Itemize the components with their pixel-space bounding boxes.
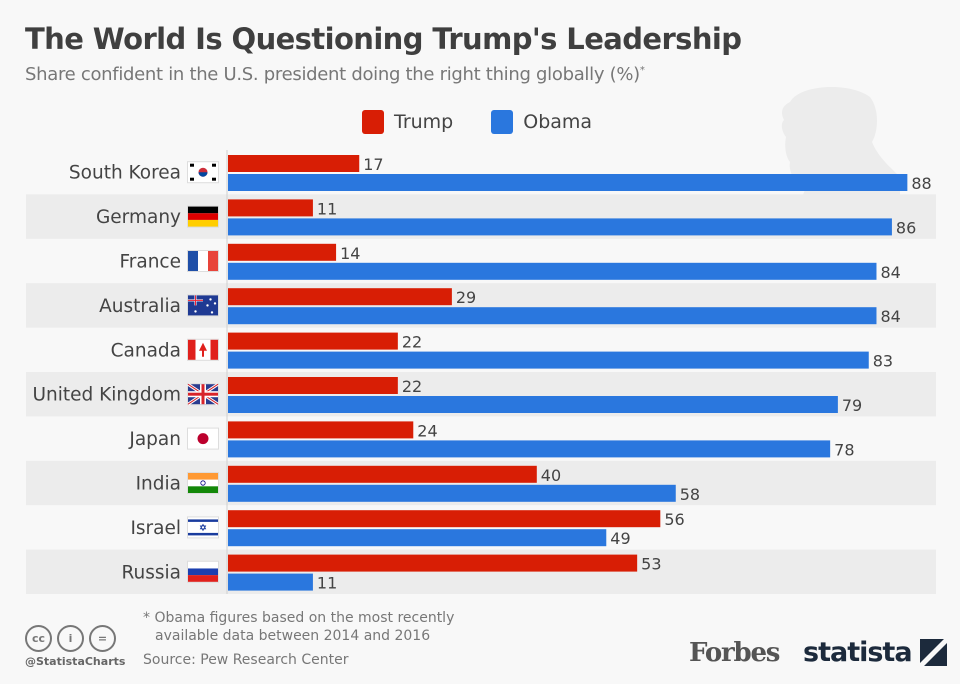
flag-canada-icon xyxy=(187,338,219,361)
forbes-logo[interactable]: Forbes xyxy=(689,638,780,668)
footnote: * Obama figures based on the most recent… xyxy=(143,609,454,645)
data-label-obama-germany: 86 xyxy=(896,218,916,237)
bar-obama-france[interactable] xyxy=(228,262,877,280)
flag-japan-icon xyxy=(187,427,219,450)
legend: Trump Obama xyxy=(362,110,592,134)
flag-russia-icon xyxy=(187,560,219,583)
legend-item-trump[interactable]: Trump xyxy=(362,110,453,134)
flag-united-kingdom-icon xyxy=(187,382,219,406)
bar-obama-india[interactable] xyxy=(228,484,676,502)
license-icons: cc i = xyxy=(25,625,116,652)
footnote-line-1: * Obama figures based on the most recent… xyxy=(143,610,455,626)
data-label-trump-canada: 22 xyxy=(402,333,422,352)
data-label-trump-israel: 56 xyxy=(664,510,684,529)
flag-australia-icon xyxy=(187,294,219,317)
data-label-trump-japan: 24 xyxy=(417,421,437,440)
no-derivatives-icon[interactable]: = xyxy=(89,625,116,652)
data-label-obama-united-kingdom: 79 xyxy=(842,396,862,415)
data-label-obama-russia: 11 xyxy=(317,574,337,593)
bar-obama-russia[interactable] xyxy=(228,573,313,591)
subtitle-text: Share confident in the U.S. president do… xyxy=(25,64,640,85)
statista-wordmark: statista xyxy=(803,637,913,668)
chart-subtitle: Share confident in the U.S. president do… xyxy=(25,64,645,85)
subtitle-footnote-marker: * xyxy=(639,65,645,76)
category-label-canada: Canada xyxy=(111,340,181,361)
bar-obama-australia[interactable] xyxy=(228,307,877,325)
bar-trump-germany[interactable] xyxy=(228,199,313,217)
bar-obama-germany[interactable] xyxy=(228,218,892,236)
statista-mark-icon xyxy=(919,639,947,666)
data-label-obama-israel: 49 xyxy=(610,529,630,548)
source-text: Source: Pew Research Center xyxy=(143,652,349,668)
data-label-trump-australia: 29 xyxy=(456,288,476,307)
data-label-trump-india: 40 xyxy=(541,466,561,485)
category-label-india: India xyxy=(136,474,181,495)
trump-silhouette-icon xyxy=(781,86,900,202)
legend-swatch-obama xyxy=(491,110,514,134)
category-label-united-kingdom: United Kingdom xyxy=(33,385,182,406)
data-label-obama-australia: 84 xyxy=(880,307,900,326)
bar-obama-israel[interactable] xyxy=(228,529,607,547)
category-label-south-korea: South Korea xyxy=(69,163,181,184)
bar-trump-india[interactable] xyxy=(228,465,537,483)
data-label-trump-france: 14 xyxy=(340,244,360,263)
flag-india-icon xyxy=(187,472,219,494)
bar-trump-canada[interactable] xyxy=(228,332,398,350)
category-label-germany: Germany xyxy=(96,207,181,228)
data-label-obama-japan: 78 xyxy=(834,440,854,459)
data-label-trump-united-kingdom: 22 xyxy=(402,377,422,396)
bar-obama-united-kingdom[interactable] xyxy=(228,396,838,413)
bar-obama-japan[interactable] xyxy=(228,440,831,458)
flag-germany-icon xyxy=(187,205,219,228)
category-label-france: France xyxy=(119,252,181,273)
statista-logo[interactable]: statista xyxy=(803,637,947,668)
data-label-obama-south-korea: 88 xyxy=(911,174,931,193)
data-label-trump-germany: 11 xyxy=(317,199,337,218)
footnote-line-2: available data between 2014 and 2016 xyxy=(155,628,431,644)
data-label-trump-russia: 53 xyxy=(641,555,661,574)
bar-trump-united-kingdom[interactable] xyxy=(228,377,398,394)
cc-icon[interactable]: cc xyxy=(25,625,52,652)
bar-trump-australia[interactable] xyxy=(228,288,452,306)
flag-south-korea-icon xyxy=(187,161,219,184)
bar-trump-israel[interactable] xyxy=(228,510,661,528)
legend-swatch-trump xyxy=(362,110,384,134)
legend-label-obama: Obama xyxy=(523,111,593,133)
flag-israel-icon xyxy=(187,516,219,539)
flag-france-icon xyxy=(187,250,219,272)
bar-trump-south-korea[interactable] xyxy=(228,155,360,172)
data-label-obama-canada: 83 xyxy=(873,352,893,371)
category-label-japan: Japan xyxy=(128,429,181,450)
data-label-trump-south-korea: 17 xyxy=(363,155,383,174)
category-label-russia: Russia xyxy=(121,562,181,583)
legend-item-obama[interactable]: Obama xyxy=(491,110,592,134)
data-label-obama-india: 58 xyxy=(680,485,700,504)
bar-trump-russia[interactable] xyxy=(228,554,638,572)
bar-obama-south-korea[interactable] xyxy=(228,174,908,191)
bar-trump-japan[interactable] xyxy=(228,421,414,439)
data-label-obama-france: 84 xyxy=(880,263,900,282)
bar-obama-canada[interactable] xyxy=(228,351,869,369)
bar-trump-france[interactable] xyxy=(228,243,337,261)
twitter-handle[interactable]: @StatistaCharts xyxy=(25,655,126,668)
attribution-icon[interactable]: i xyxy=(57,625,84,652)
legend-label-trump: Trump xyxy=(394,111,454,133)
chart-title: The World Is Questioning Trump's Leaders… xyxy=(25,22,742,56)
category-label-israel: Israel xyxy=(130,518,181,539)
category-label-australia: Australia xyxy=(99,296,181,317)
